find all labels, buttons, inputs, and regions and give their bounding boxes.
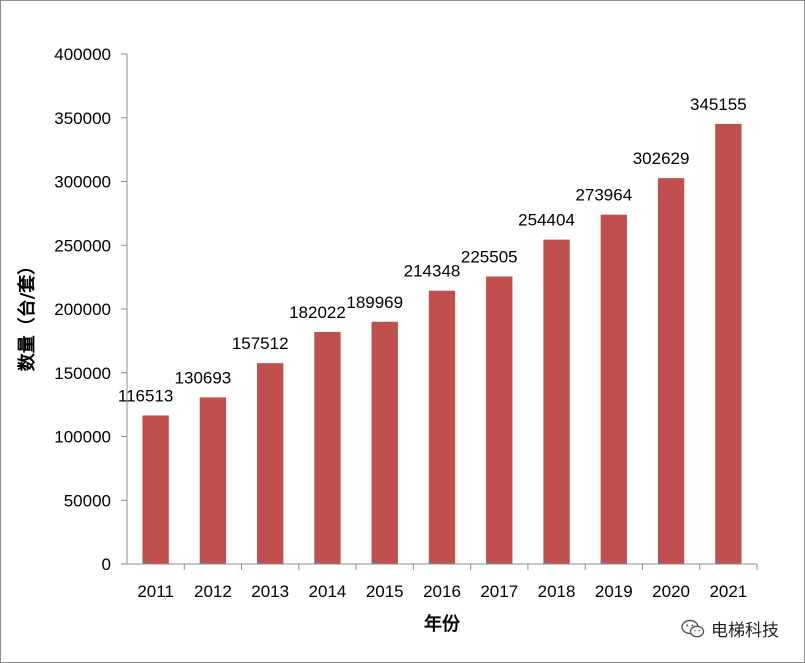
wechat-icon [681, 619, 705, 637]
bar-base-marker [371, 562, 376, 564]
bars [142, 123, 742, 565]
x-tick-label: 2016 [423, 582, 461, 601]
y-tick-label: 150000 [54, 364, 111, 383]
bar-base-marker [257, 562, 262, 564]
y-axis-title: 数量（台/套） [16, 257, 38, 372]
x-axis-title: 年份 [424, 613, 461, 635]
x-tick-label: 2011 [137, 582, 174, 601]
data-label: 116513 [118, 386, 173, 405]
y-tick-label: 200000 [54, 300, 111, 319]
bar-base-marker [142, 562, 147, 564]
data-label: 214348 [404, 262, 461, 281]
data-label: 182022 [289, 303, 346, 322]
data-label: 157512 [232, 334, 289, 353]
bar [428, 290, 456, 564]
bar-base-marker [428, 562, 433, 564]
bar [371, 321, 398, 564]
bar-base-marker [486, 562, 491, 564]
bar [314, 331, 341, 564]
y-tick-label: 400000 [54, 45, 111, 64]
bar [715, 123, 742, 565]
x-tick-label: 2020 [652, 582, 690, 601]
bar [199, 397, 227, 564]
y-tick-label: 300000 [54, 173, 111, 192]
bar [257, 363, 284, 564]
x-tick-label: 2014 [309, 582, 347, 601]
x-tick-label: 2019 [595, 582, 633, 601]
x-tick-label: 2013 [251, 582, 289, 601]
y-tick-label: 350000 [54, 109, 111, 128]
y-tick-label: 0 [102, 555, 111, 574]
y-tick-label: 100000 [54, 428, 111, 447]
bar-base-marker [715, 562, 720, 564]
y-tick-label: 50000 [64, 491, 111, 510]
x-tick-label: 2012 [194, 582, 232, 601]
data-label: 254404 [518, 211, 575, 230]
data-labels: 1165131306931575121820221899692143482255… [118, 95, 747, 406]
watermark: 电梯科技 [681, 616, 779, 641]
y-axis-ticks: 0 50000 100000 150000 200000 250000 300000 3500… [54, 45, 127, 574]
data-label: 302629 [633, 149, 690, 168]
bar-base-marker [314, 562, 319, 564]
y-tick-label: 250000 [54, 236, 111, 255]
bar [600, 214, 627, 564]
bar-base-marker [543, 562, 548, 564]
data-label: 130693 [175, 368, 232, 387]
x-tick-label: 2015 [366, 582, 404, 601]
bar-base-marker [657, 562, 662, 564]
data-label: 345155 [690, 95, 747, 114]
x-tick-label: 2021 [709, 582, 747, 601]
bar [486, 276, 513, 564]
x-tick-label: 2017 [480, 582, 518, 601]
bar [657, 178, 685, 565]
x-axis-ticks: 2011 2012 2013 2014 2015 2016 2017 2018 2019 2020… [137, 564, 758, 601]
bar-base-marker [600, 562, 605, 564]
x-tick-label: 2018 [538, 582, 576, 601]
data-label: 189969 [346, 293, 403, 312]
bar [142, 415, 169, 564]
bar-base-marker [199, 562, 204, 564]
data-label: 273964 [575, 186, 632, 205]
watermark-text: 电梯科技 [711, 621, 779, 641]
bar [543, 239, 570, 565]
data-label: 225505 [461, 247, 518, 266]
